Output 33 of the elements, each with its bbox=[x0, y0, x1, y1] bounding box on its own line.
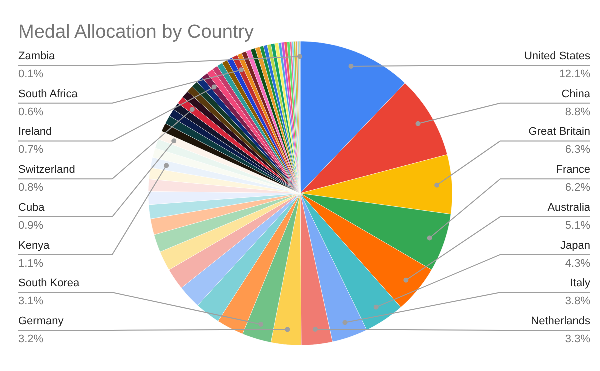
slice-label: China bbox=[562, 88, 592, 100]
slice-label: Germany bbox=[18, 316, 64, 328]
slice-label: United States bbox=[524, 50, 591, 62]
data-label: 6.3% bbox=[565, 144, 591, 156]
data-label: 3.3% bbox=[565, 334, 591, 346]
slice-label: Japan bbox=[560, 240, 591, 252]
slice-label: Great Britain bbox=[528, 126, 591, 138]
slice-label: Zambia bbox=[18, 50, 56, 62]
data-label: 3.1% bbox=[18, 296, 44, 308]
slice-label: Ireland bbox=[18, 126, 52, 138]
data-label: 6.2% bbox=[565, 182, 591, 194]
data-label: 3.2% bbox=[18, 334, 44, 346]
slice-label: Italy bbox=[570, 278, 591, 290]
data-label: 0.8% bbox=[18, 182, 44, 194]
data-label: 0.7% bbox=[18, 144, 44, 156]
slice-label: South Africa bbox=[18, 88, 79, 100]
slice-label: Netherlands bbox=[531, 316, 591, 328]
data-label: 1.1% bbox=[18, 258, 44, 270]
data-label: 8.8% bbox=[565, 106, 591, 118]
data-label: 12.1% bbox=[559, 68, 591, 80]
slice-label: Australia bbox=[548, 202, 592, 214]
slice-label: South Korea bbox=[18, 278, 81, 290]
slice-label: Kenya bbox=[18, 240, 51, 252]
data-label: 0.9% bbox=[18, 220, 44, 232]
slice-label: France bbox=[556, 164, 591, 176]
data-label: 0.6% bbox=[18, 106, 44, 118]
slice-label: Switzerland bbox=[18, 164, 76, 176]
data-label: 0.1% bbox=[18, 68, 44, 80]
data-label: 4.3% bbox=[565, 258, 591, 270]
data-label: 3.8% bbox=[565, 296, 591, 308]
chart-title: Medal Allocation by Country bbox=[18, 22, 255, 43]
data-label: 5.1% bbox=[565, 220, 591, 232]
slice-label: Cuba bbox=[18, 202, 46, 214]
